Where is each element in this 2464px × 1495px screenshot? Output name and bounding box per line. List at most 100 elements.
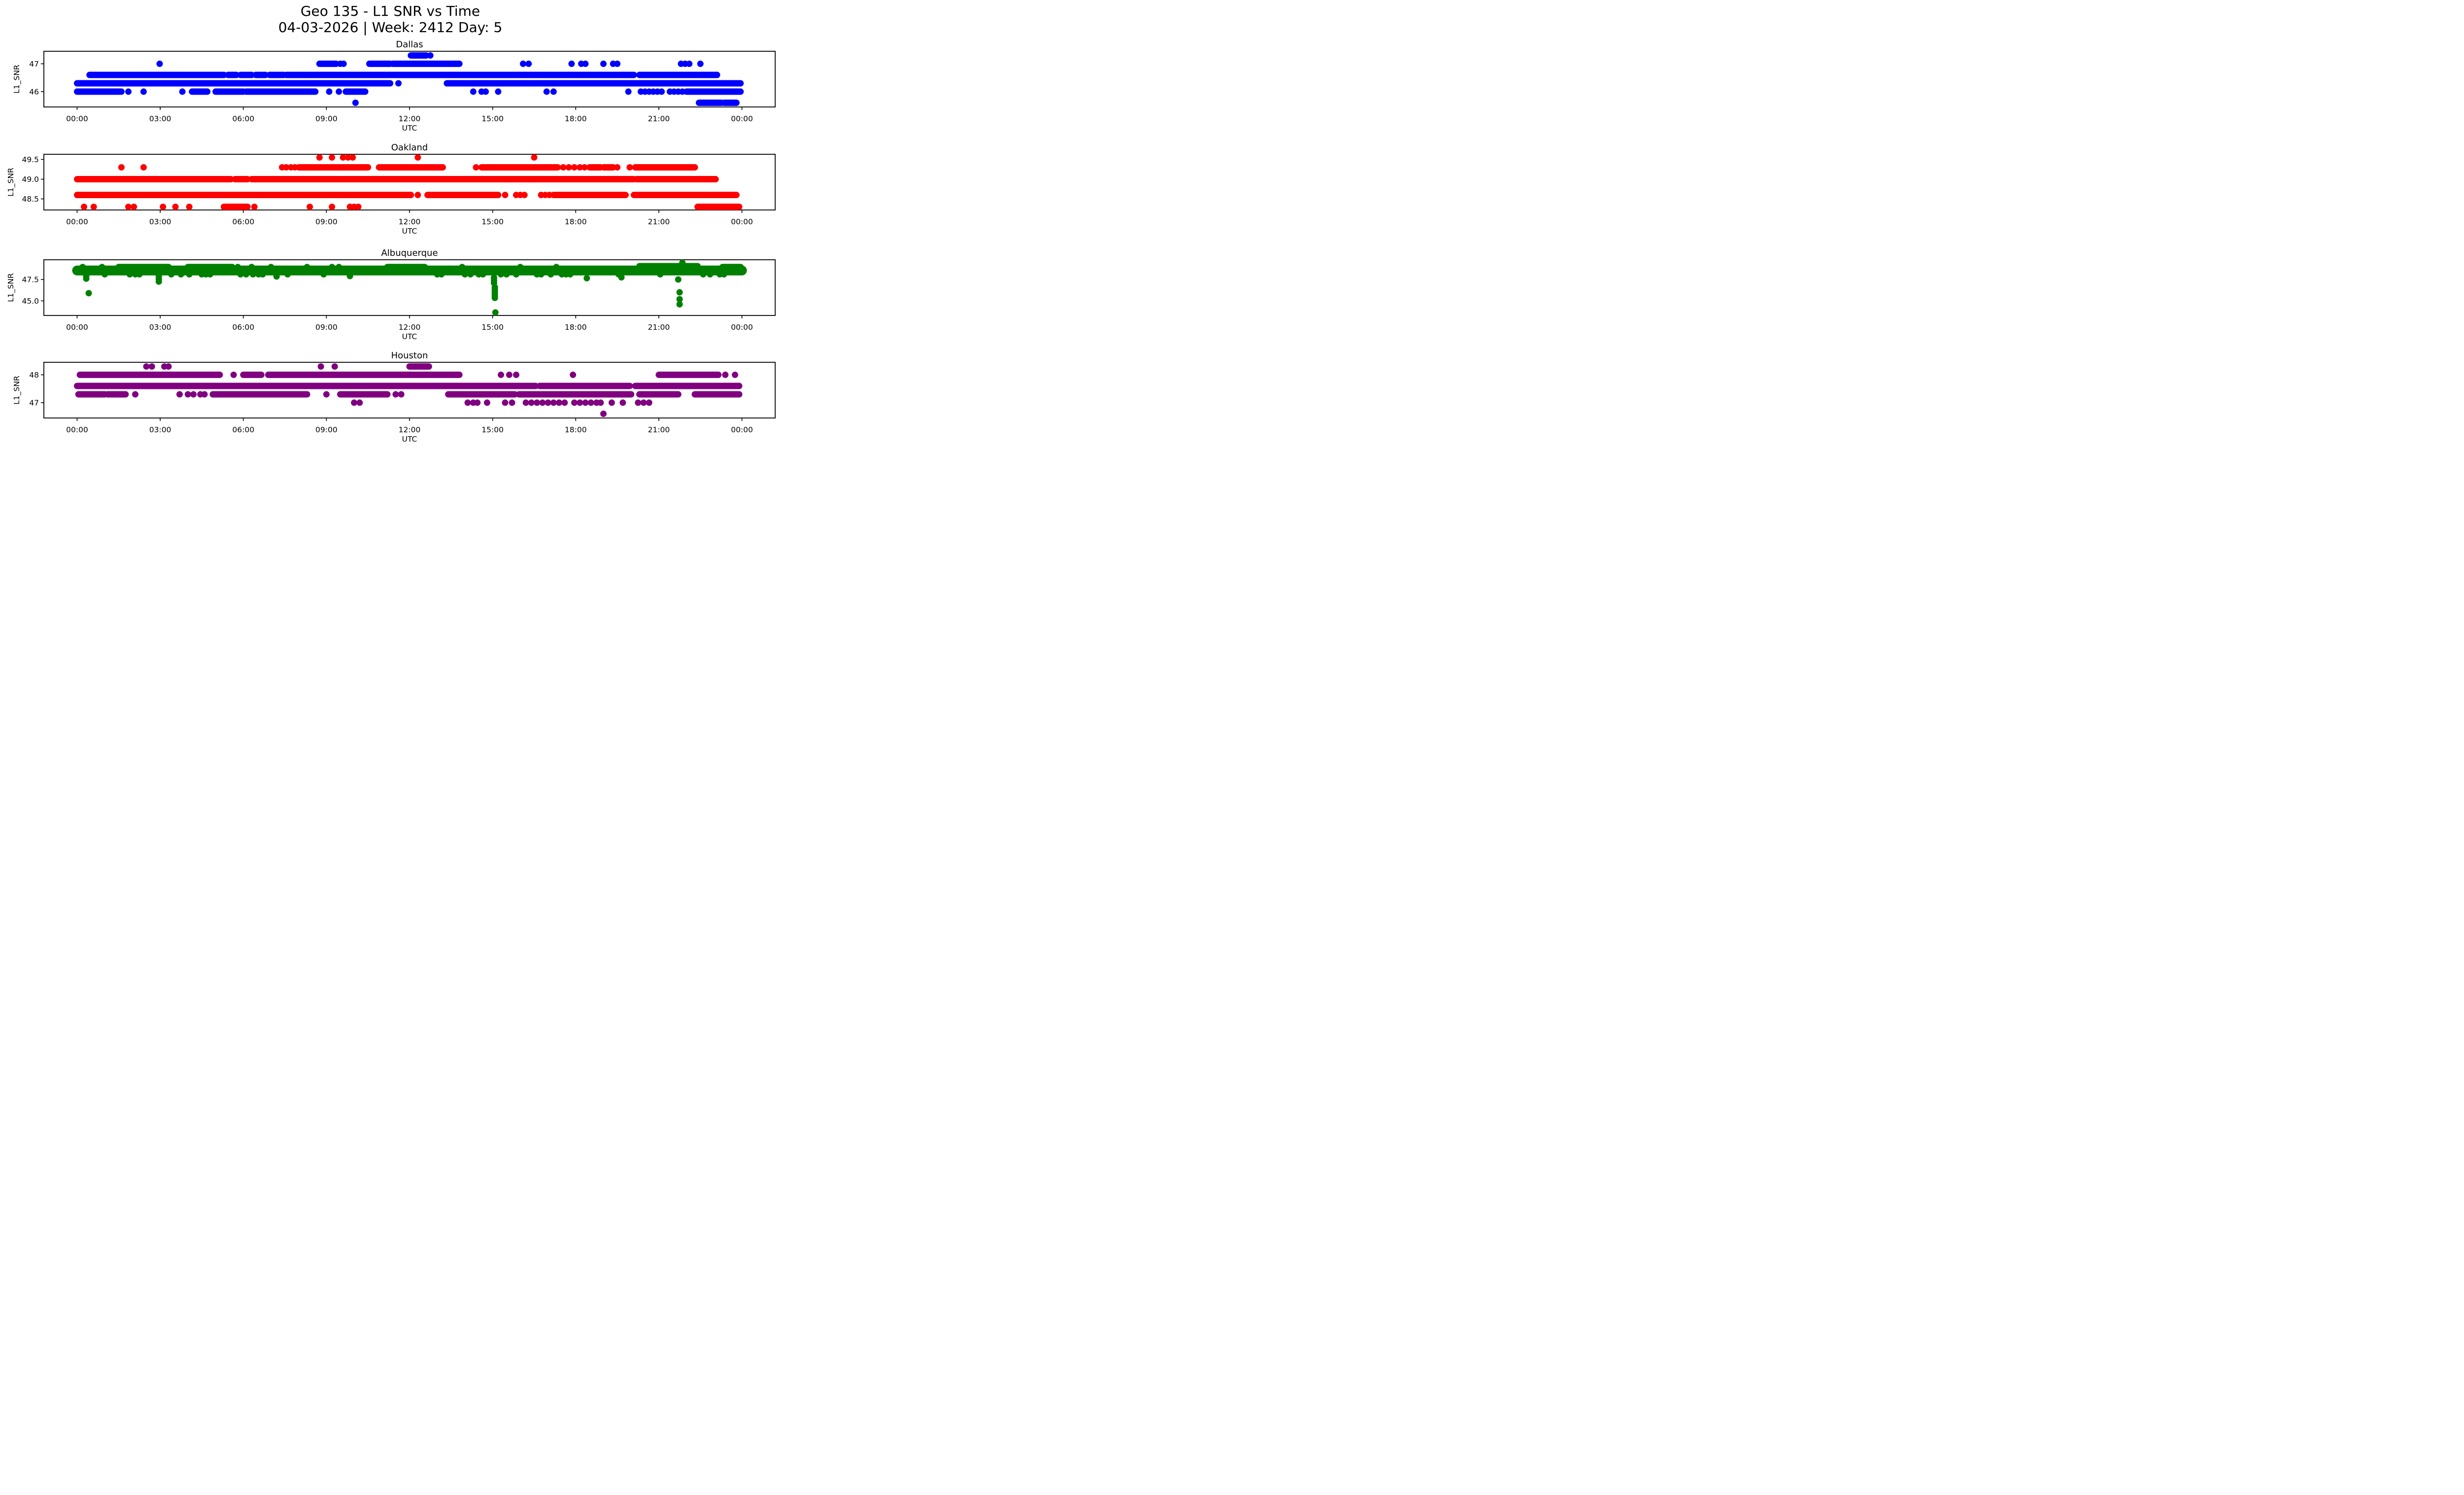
subplot-albuquerque: Albuquerque 00:00 03:00 06:00 09:00 12:00 15:0… [6,248,776,341]
x-tick-label: 15:00 [481,425,504,434]
y-axis-label: L1_SNR [6,168,16,197]
scatter-dot [464,399,471,406]
scatter-dot [140,88,147,95]
scatter-dot [482,88,489,95]
scatter-dot [640,399,647,406]
x-tick-label: 09:00 [315,217,338,226]
subplot-title: Houston [391,350,428,361]
scatter-dot [323,391,330,398]
scatter-dot [176,391,183,398]
scatter-dot [351,399,358,406]
scatter-dot [470,88,477,95]
scatter-dot [336,88,342,95]
scatter-dot [502,192,509,199]
scatter-dot [156,60,163,67]
scatter-dot [248,264,255,271]
scatter-dot [517,264,524,271]
scatter-dot [720,271,727,278]
y-tick-label: 47.5 [22,275,39,284]
figure-suptitle: Geo 135 - L1 SNR vs Time 04-03-2026 | We… [0,3,781,35]
scatter-dot [571,399,578,406]
scatter-dot [571,164,578,171]
x-tick-label: 09:00 [315,425,338,434]
scatter-dot [522,399,529,406]
subplot-dallas: Dallas 00:00 03:00 06:00 09:00 12:00 15:00 18:0… [12,39,776,133]
scatter-dot [125,204,132,210]
scatter-dot [284,271,291,278]
scatter-dot [186,271,193,278]
scatter-dot [136,271,143,278]
x-tick-label: 15:00 [481,323,504,332]
scatter-dot [165,363,172,370]
scatter-dot [521,192,528,199]
scatter-dot [686,60,693,67]
scatter-dot [461,271,468,278]
x-tick-label: 03:00 [149,114,171,123]
x-tick-label: 18:00 [565,425,587,434]
scatter-dot [568,60,575,67]
scatter-dot [614,60,621,67]
x-tick-label: 21:00 [648,114,670,123]
scatter-dot [635,399,642,406]
suptitle-line2: 04-03-2026 | Week: 2412 Day: 5 [278,19,503,35]
scatter-dot [259,271,266,278]
subplot-title: Oakland [391,142,428,153]
scatter-point [155,278,162,285]
plot-area [43,51,776,107]
scatter-dot [626,164,633,171]
x-tick-label: 18:00 [565,323,587,332]
scatter-dot [251,204,258,210]
scatter-point [492,309,499,315]
scatter-marks [73,154,743,210]
scatter-point [273,273,280,280]
scatter-point [676,301,683,308]
scatter-dot [438,271,445,278]
scatter-dot [268,264,274,271]
scatter-dot [118,164,125,171]
scatter-dot [561,399,568,406]
x-tick-label: 12:00 [399,114,421,123]
scatter-dot [320,271,327,278]
scatter-dot [525,60,532,67]
scatter-point [676,296,683,303]
y-tick-label: 46 [29,87,39,96]
scatter-dot [679,88,686,95]
x-axis-label: UTC [402,227,417,236]
scatter-point [85,290,92,297]
x-tick-label: 00:00 [731,323,753,332]
suptitle-line1: Geo 135 - L1 SNR vs Time [300,3,480,19]
scatter-point [346,273,353,279]
scatter-dot [355,204,362,210]
scatter-dot [531,154,538,161]
scatter-point [679,260,686,266]
x-tick-label: 00:00 [66,217,88,226]
scatter-dot [125,88,132,95]
x-tick-label: 09:00 [315,323,338,332]
subplot-title: Dallas [396,39,423,50]
scatter-dot [90,204,97,210]
scatter-dot [414,192,421,199]
scatter-dot [543,88,550,95]
x-tick-label: 03:00 [149,323,171,332]
scatter-dot [646,399,652,406]
scatter-point [491,294,498,301]
scatter-dot [201,391,208,398]
scatter-dot [140,164,147,171]
scatter-dot [614,164,621,171]
scatter-dot [242,271,249,278]
x-tick-label: 21:00 [648,217,670,226]
scatter-dot [283,164,290,171]
x-tick-label: 12:00 [399,425,421,434]
scatter-dot [582,60,589,67]
scatter-dot [291,164,298,171]
x-tick-label: 15:00 [481,114,504,123]
scatter-dot [307,204,313,210]
x-tick-label: 00:00 [66,114,88,123]
scatter-dot [509,399,515,406]
y-axis-label: L1_SNR [12,65,22,94]
y-tick-label: 48.5 [22,195,39,204]
x-tick-label: 06:00 [232,114,254,123]
scatter-dot [99,264,105,271]
x-tick-label: 03:00 [149,425,171,434]
scatter-dot [587,399,594,406]
